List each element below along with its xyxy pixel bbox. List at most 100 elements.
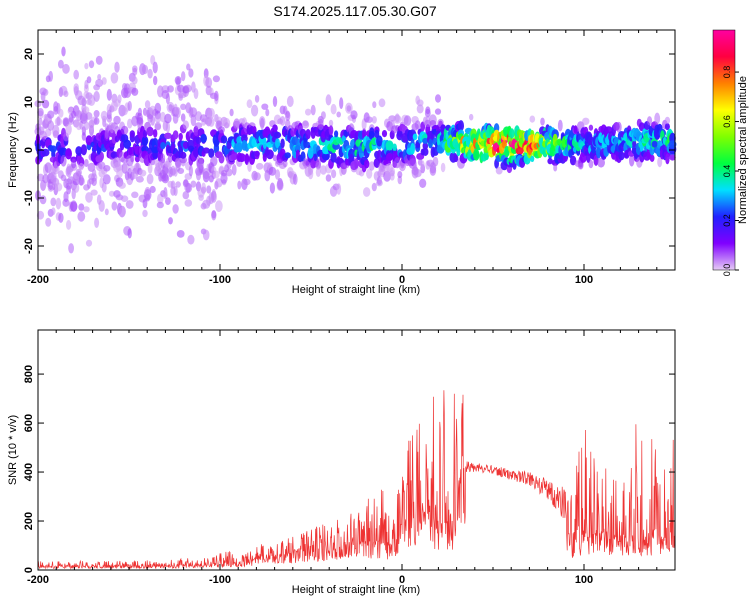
spectrogram-cell (147, 68, 153, 79)
colorbar-gradient (712, 29, 736, 271)
spectrogram-cell (273, 131, 282, 139)
spectrogram-cell (286, 95, 294, 108)
spectrogram-cell (111, 201, 118, 211)
spectrogram-cell (63, 90, 69, 98)
spectrogram-cell (553, 164, 558, 172)
spectrogram-cell (39, 195, 47, 205)
spectrogram-cell (254, 95, 260, 103)
spectrogram-cell (651, 140, 658, 148)
spectrogram-cell (509, 128, 515, 139)
spectrogram-x-tick-label: -200 (27, 274, 49, 286)
spectrogram-cell (428, 138, 433, 149)
spectrogram-cell (100, 110, 108, 121)
spectrogram-cell (78, 203, 85, 211)
spectrogram-cell (85, 239, 93, 247)
spectrogram-cell (108, 190, 115, 197)
spectrogram-cell (422, 137, 429, 144)
spectrogram-cell (58, 212, 64, 223)
spectrogram-cell (432, 156, 439, 167)
spectrogram-cell (85, 135, 93, 146)
spectrogram-cell (54, 117, 63, 126)
spectrogram-cell (91, 169, 97, 178)
spectrogram-cell (280, 138, 285, 149)
spectrogram-cell (202, 229, 210, 241)
spectrogram-cell (75, 168, 82, 177)
spectrogram-cell (91, 177, 97, 186)
spectrogram-cell (331, 169, 337, 179)
spectrogram-cell (233, 118, 241, 130)
spectrogram-cell (165, 197, 171, 206)
spectrogram-cells (34, 46, 677, 254)
spectrogram-cell (213, 170, 220, 179)
spectrogram-cell (42, 99, 50, 109)
spectrogram-cell (48, 70, 53, 82)
spectrogram-cell (116, 168, 123, 179)
spectrogram-cell (229, 108, 234, 117)
spectrogram-cell (224, 146, 230, 156)
spectrogram-y-tick-label: 20 (23, 48, 35, 60)
spectrogram-cell (93, 117, 100, 125)
spectrogram-cell (150, 115, 155, 126)
spectrogram-cell (265, 108, 270, 117)
spectrogram-cell (83, 206, 90, 213)
spectrogram-cell (180, 103, 187, 111)
spectrogram-cell (328, 119, 334, 127)
spectrogram-cell (85, 192, 93, 203)
snr-y-tick-label: 600 (23, 414, 35, 432)
spectrogram-cell (275, 138, 280, 149)
spectrogram-cell (132, 76, 138, 85)
spectrogram-cell (639, 144, 644, 152)
spectrogram-cell (632, 140, 637, 147)
spectrogram-cell (315, 158, 321, 170)
spectrogram-cell (246, 99, 253, 109)
spectrogram-cell (73, 69, 79, 80)
spectrogram-cell (75, 146, 83, 156)
colorbar-ticks: 0.0 0.2 0.4 0.6 0.8 (722, 66, 739, 276)
spectrogram-cell (40, 184, 46, 192)
spectrogram-cell (78, 162, 84, 171)
spectrogram-cell (573, 125, 578, 134)
spectrogram-cell (371, 182, 377, 192)
spectrogram-cell (119, 206, 126, 218)
spectrogram-cell (336, 183, 342, 195)
spectrogram-cell (144, 100, 151, 109)
spectrogram-cell (334, 130, 339, 138)
spectrogram-cell (372, 101, 377, 109)
spectrogram-cell (85, 112, 93, 120)
spectrogram-cell (141, 135, 149, 146)
spectrogram-cell (47, 120, 55, 131)
spectrogram-cell (52, 124, 60, 137)
spectrogram-cell (153, 75, 158, 86)
spectrogram-cell (61, 46, 66, 57)
spectrogram-cell (376, 135, 383, 147)
spectrogram-cell (434, 108, 442, 115)
spectrogram-cell (127, 118, 133, 129)
spectrogram-cell (160, 153, 166, 164)
spectrogram-cell (55, 197, 62, 210)
spectrogram-cell (71, 158, 77, 169)
spectrogram-cell (62, 63, 70, 74)
spectrogram-cell (130, 154, 135, 163)
spectrogram-cell (119, 141, 125, 151)
spectrogram-cell (188, 165, 193, 177)
spectrogram-cell (291, 136, 300, 146)
spectrogram-cell (147, 162, 153, 174)
spectrogram-cell (86, 76, 92, 84)
spectrogram-cell (591, 146, 596, 154)
snr-x-label: Height of straight line (km) (292, 584, 420, 596)
spectrogram-cell (453, 154, 459, 163)
spectrogram-cell (160, 111, 166, 123)
spectrogram-cell (102, 174, 111, 185)
spectrogram-cell (110, 72, 119, 84)
spectrogram-cell (95, 79, 104, 87)
snr-frame (37, 329, 676, 571)
spectrogram-cell (586, 152, 591, 163)
spectrogram-cell (422, 147, 429, 156)
spectrogram-cell (629, 154, 635, 167)
spectrogram-cell (176, 230, 185, 238)
spectrogram-cell (50, 197, 57, 207)
spectrogram-cell (272, 96, 278, 107)
spectrogram-cell (530, 155, 535, 162)
snr-y-ticks: 0 200 400 600 800 (23, 365, 675, 573)
spectrogram-cell (205, 77, 213, 88)
